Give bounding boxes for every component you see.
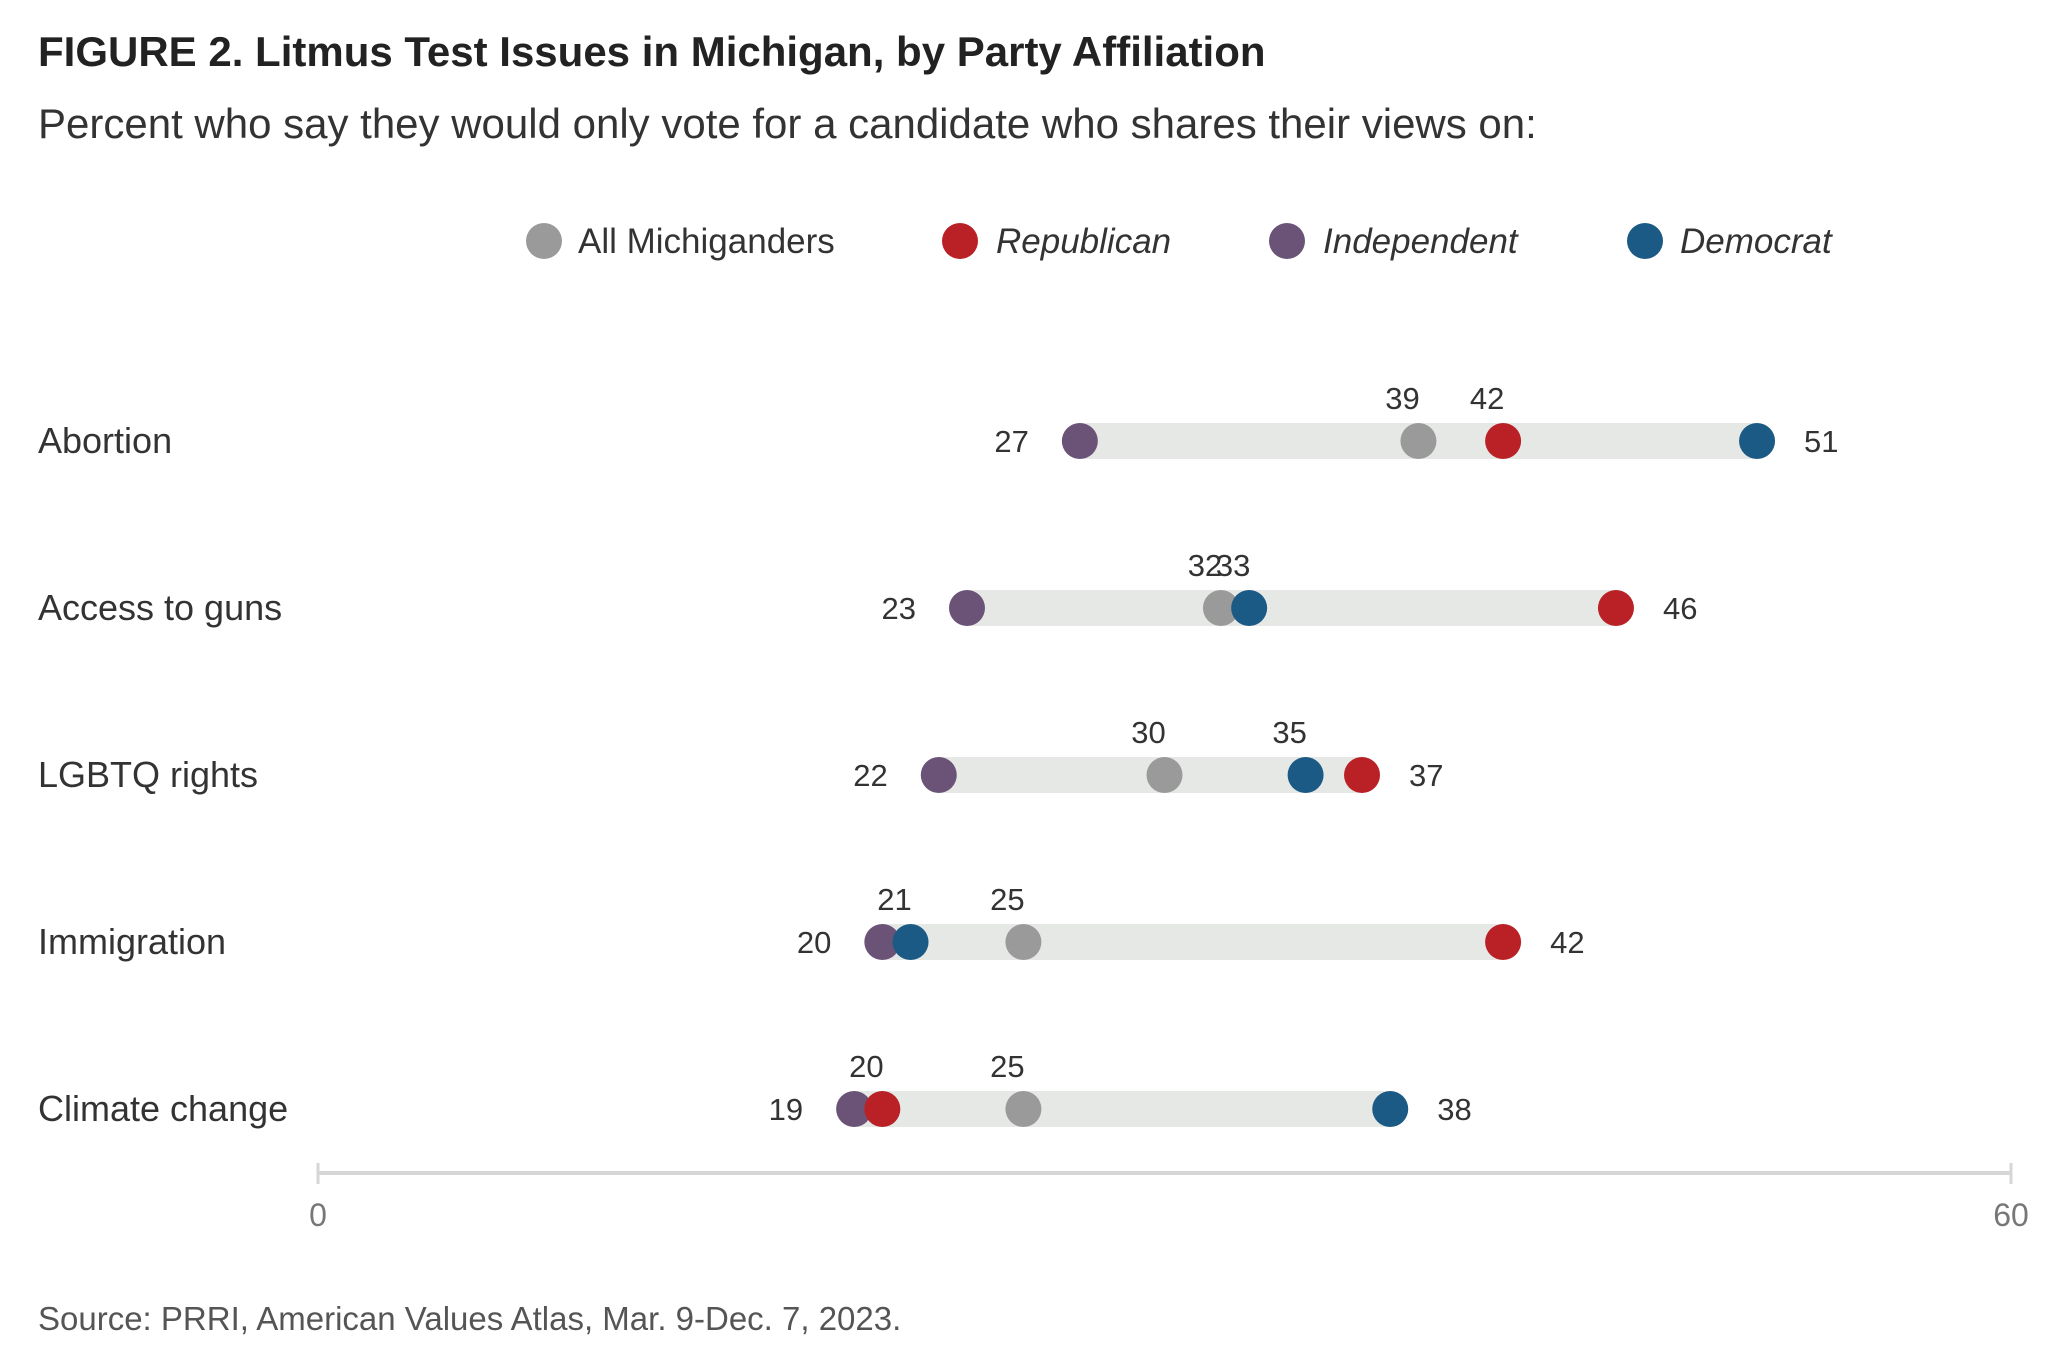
dot-ind-2 [920, 757, 957, 793]
x-tick-label-min: 0 [309, 1197, 327, 1233]
dot-rep-2 [1344, 757, 1381, 793]
range-bar-3 [882, 924, 1504, 960]
range-bar-1 [966, 590, 1616, 626]
legend-label-all: All Michiganders [578, 222, 835, 261]
dot-plot: All Michiganders Republican Independent Dem… [38, 222, 2029, 1233]
legend-marker-dem [1627, 223, 1663, 259]
value-label-rep-1: 46 [1663, 591, 1697, 626]
dot-all-1 [1202, 590, 1239, 626]
dot-all-4 [1005, 1091, 1042, 1127]
value-label-all-2: 30 [1131, 715, 1165, 750]
value-label-rep-2: 37 [1409, 758, 1443, 793]
value-label-dem-2: 35 [1272, 715, 1306, 750]
value-label-all-4: 25 [990, 1049, 1024, 1084]
value-label-ind-2: 22 [853, 758, 887, 793]
dot-rep-4 [864, 1091, 901, 1127]
dot-rep-3 [1485, 924, 1522, 960]
value-label-ind-4: 19 [769, 1092, 803, 1127]
legend-label-rep: Republican [996, 222, 1171, 261]
dot-ind-4 [836, 1091, 873, 1127]
chart-title: FIGURE 2. Litmus Test Issues in Michigan… [38, 28, 1266, 75]
dot-rep-0 [1485, 423, 1522, 459]
range-bar-4 [854, 1091, 1391, 1127]
chart-subtitle: Percent who say they would only vote for… [38, 100, 1537, 147]
dot-dem-0 [1739, 423, 1776, 459]
value-label-ind-3: 20 [797, 925, 831, 960]
category-label-0: Abortion [38, 420, 172, 461]
dot-dem-4 [1372, 1091, 1409, 1127]
legend-label-ind: Independent [1323, 222, 1519, 261]
dot-ind-3 [864, 924, 901, 960]
legend-marker-rep [942, 223, 978, 259]
dot-all-0 [1400, 423, 1437, 459]
dot-dem-1 [1231, 590, 1268, 626]
dot-ind-1 [948, 590, 985, 626]
category-label-1: Access to guns [38, 587, 282, 628]
legend-marker-ind [1269, 223, 1305, 259]
value-label-dem-1: 33 [1216, 548, 1250, 583]
category-label-3: Immigration [38, 921, 226, 962]
value-label-all-3: 25 [990, 882, 1024, 917]
value-label-rep-4: 20 [849, 1049, 883, 1084]
value-label-all-1: 32 [1188, 548, 1222, 583]
value-label-rep-0: 42 [1470, 381, 1504, 416]
value-label-ind-1: 23 [881, 591, 915, 626]
value-label-dem-3: 21 [877, 882, 911, 917]
value-label-rep-3: 42 [1550, 925, 1584, 960]
dot-rep-1 [1597, 590, 1634, 626]
dot-all-2 [1146, 757, 1183, 793]
value-label-dem-0: 51 [1804, 424, 1838, 459]
legend-label-dem: Democrat [1680, 222, 1833, 261]
category-label-2: LGBTQ rights [38, 754, 258, 795]
dot-dem-2 [1287, 757, 1324, 793]
value-label-ind-0: 27 [994, 424, 1028, 459]
category-label-4: Climate change [38, 1088, 288, 1129]
value-label-dem-4: 38 [1437, 1092, 1471, 1127]
source-note: Source: PRRI, American Values Atlas, Mar… [38, 1300, 902, 1337]
dot-dem-3 [892, 924, 929, 960]
dot-ind-0 [1061, 423, 1098, 459]
value-label-all-0: 39 [1385, 381, 1419, 416]
legend-marker-all [526, 223, 562, 259]
x-tick-label-max: 60 [1993, 1197, 2029, 1233]
dot-all-3 [1005, 924, 1042, 960]
